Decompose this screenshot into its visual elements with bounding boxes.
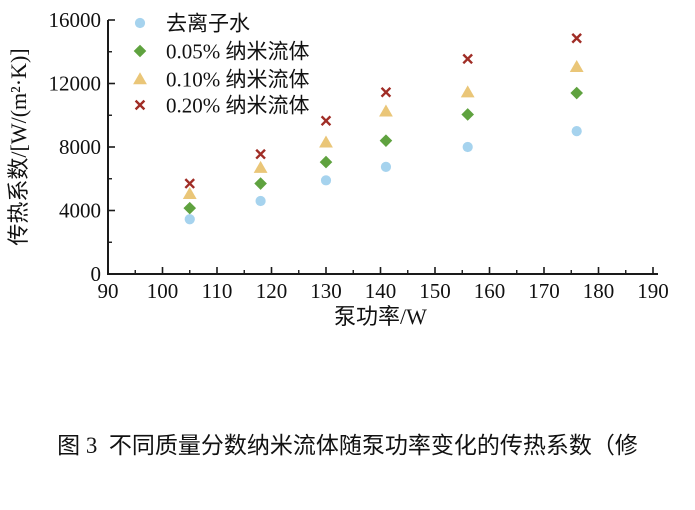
legend-marker-circle (134, 17, 146, 29)
data-point (320, 115, 332, 127)
x-tick-label: 90 (98, 279, 119, 303)
data-point (184, 178, 195, 189)
data-point (183, 201, 197, 215)
y-tick-label: 16000 (49, 8, 102, 32)
legend-label: 去离子水 (166, 12, 250, 36)
data-point (570, 86, 583, 100)
legend-marker-triangle (133, 72, 147, 85)
data-point (184, 214, 195, 225)
data-point (462, 53, 473, 65)
legend-label: 0.10% 纳米流体 (166, 68, 310, 92)
y-axis-label: 传热系数/[W/(m²·K)] (6, 48, 31, 245)
data-point (569, 60, 584, 73)
legend-marker-diamond (133, 44, 147, 58)
x-tick-label: 130 (310, 279, 342, 303)
data-point (462, 141, 473, 153)
x-tick-label: 180 (583, 279, 615, 303)
data-point (319, 155, 333, 169)
data-point (320, 175, 332, 186)
x-tick-label: 150 (419, 279, 451, 303)
data-point (571, 126, 582, 137)
data-point (254, 177, 267, 190)
data-point (379, 104, 393, 117)
x-axis-label: 泵功率/W (334, 304, 427, 329)
legend-label: 0.05% 纳米流体 (166, 40, 310, 64)
data-point (460, 85, 475, 98)
data-point (255, 148, 266, 160)
y-tick-label: 12000 (49, 72, 102, 96)
y-tick-label: 0 (91, 262, 102, 286)
caption-chinese: 图 3 不同质量分数纳米流体随泵功率变化的传热系数（修 改自文献 [30]） (0, 351, 695, 510)
data-point (319, 135, 333, 148)
data-point (253, 160, 268, 173)
data-point (380, 86, 392, 98)
x-tick-label: 190 (637, 279, 669, 303)
x-tick-label: 160 (474, 279, 506, 303)
y-tick-label: 4000 (59, 199, 101, 223)
y-tick-label: 8000 (59, 135, 101, 159)
data-point (571, 33, 582, 44)
data-point (182, 187, 197, 200)
data-point (461, 108, 474, 121)
data-point (379, 134, 393, 147)
caption-zh-line1: 图 3 不同质量分数纳米流体随泵功率变化的传热系数（修 (57, 433, 638, 458)
data-point (255, 195, 266, 207)
x-tick-label: 100 (147, 279, 179, 303)
x-tick-label: 140 (365, 279, 397, 303)
legend-marker-x (134, 99, 146, 111)
x-tick-label: 170 (528, 279, 560, 303)
legend-label: 0.20% 纳米流体 (166, 94, 310, 118)
x-tick-label: 120 (256, 279, 288, 303)
data-point (380, 161, 392, 172)
x-tick-label: 110 (202, 279, 233, 303)
scatter-plot: 90 100 110 120 130 140 150 160 170 180 190 0 4000 800… (6, 8, 669, 329)
